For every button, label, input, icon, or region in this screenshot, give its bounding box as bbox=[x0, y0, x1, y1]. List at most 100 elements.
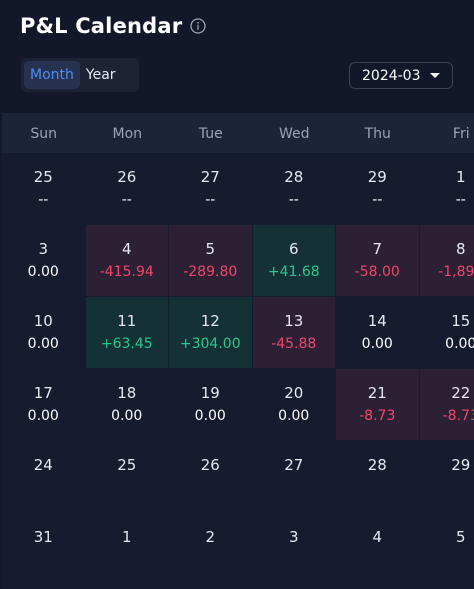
weekday-label: Thu bbox=[364, 126, 391, 142]
page-title: P&L Calendar bbox=[20, 14, 183, 38]
year-toggle-button[interactable]: Year bbox=[85, 67, 116, 83]
weekday-header-row: Sun Mon Tue Wed Thu Fri bbox=[2, 113, 474, 153]
day-number: 6 bbox=[288, 240, 299, 258]
calendar-day-cell[interactable]: 1 -- bbox=[420, 153, 474, 224]
calendar-day-cell[interactable]: 2 bbox=[169, 513, 252, 584]
day-number: 24 bbox=[33, 456, 53, 474]
info-circle-icon[interactable] bbox=[190, 18, 206, 34]
day-number: 7 bbox=[372, 240, 383, 258]
calendar-week: 17 0.00 18 0.00 19 0.00 20 0.00 21 -8. bbox=[2, 369, 474, 441]
calendar-day-cell[interactable]: 17 0.00 bbox=[2, 369, 85, 440]
calendar-day-cell[interactable]: 22 -8.73 bbox=[419, 369, 474, 440]
calendar-day-cell[interactable]: 8 -1,894 bbox=[419, 225, 474, 296]
day-pnl-value: +304.00 bbox=[179, 336, 241, 352]
calendar-week: 31 1 2 3 4 bbox=[2, 513, 474, 585]
calendar-day-cell[interactable]: 27 bbox=[253, 441, 336, 512]
day-number: 28 bbox=[367, 456, 387, 474]
calendar-day-cell[interactable]: 31 bbox=[2, 513, 85, 584]
calendar-day-cell[interactable]: 28 -- bbox=[253, 153, 336, 224]
day-number: 22 bbox=[451, 384, 471, 402]
day-number: 20 bbox=[284, 384, 304, 402]
weekday-label: Mon bbox=[112, 126, 143, 142]
day-pnl-value: +41.68 bbox=[267, 264, 320, 280]
day-number: 29 bbox=[451, 456, 471, 474]
day-pnl-value: +63.45 bbox=[100, 336, 153, 352]
month-select[interactable]: 2024-03 bbox=[349, 62, 453, 89]
day-pnl-value: -45.88 bbox=[271, 336, 317, 352]
day-pnl-value: 0.00 bbox=[111, 408, 143, 424]
day-pnl-value: 0.00 bbox=[27, 264, 59, 280]
calendar-day-cell[interactable]: 15 0.00 bbox=[420, 297, 474, 368]
day-number: 25 bbox=[33, 168, 53, 186]
calendar-day-cell[interactable]: 5 -289.80 bbox=[169, 225, 252, 296]
calendar-day-cell[interactable]: 27 -- bbox=[169, 153, 252, 224]
calendar-day-cell[interactable]: 7 -58.00 bbox=[336, 225, 419, 296]
calendar-day-cell[interactable]: 13 -45.88 bbox=[252, 297, 335, 368]
day-number: 8 bbox=[455, 240, 466, 258]
calendar-day-cell[interactable]: 1 bbox=[86, 513, 169, 584]
day-number: 19 bbox=[200, 384, 220, 402]
calendar-day-cell[interactable]: 21 -8.73 bbox=[336, 369, 419, 440]
calendar-day-cell[interactable]: 26 -- bbox=[86, 153, 169, 224]
day-pnl-value: -- bbox=[121, 192, 132, 208]
day-pnl-value: -289.80 bbox=[183, 264, 238, 280]
calendar-day-cell[interactable]: 6 +41.68 bbox=[252, 225, 335, 296]
calendar-day-cell[interactable]: 11 +63.45 bbox=[85, 297, 168, 368]
day-number: 15 bbox=[451, 312, 471, 330]
day-number: 3 bbox=[288, 528, 299, 546]
day-number: 25 bbox=[117, 456, 137, 474]
calendar-day-cell[interactable]: 3 bbox=[253, 513, 336, 584]
day-number: 12 bbox=[200, 312, 220, 330]
calendar-day-cell[interactable]: 12 +304.00 bbox=[169, 297, 252, 368]
calendar-day-cell[interactable]: 20 0.00 bbox=[253, 369, 336, 440]
calendar-day-cell[interactable]: 28 bbox=[336, 441, 419, 512]
calendar-day-cell[interactable]: 29 -- bbox=[336, 153, 419, 224]
header: P&L Calendar bbox=[20, 14, 206, 38]
calendar-grid: Sun Mon Tue Wed Thu Fri 25 -- 26 -- 27 -… bbox=[2, 113, 474, 589]
day-number: 3 bbox=[38, 240, 49, 258]
day-number: 28 bbox=[284, 168, 304, 186]
calendar-day-cell[interactable]: 4 -415.94 bbox=[85, 225, 168, 296]
calendar-week: 24 25 26 27 28 bbox=[2, 441, 474, 513]
day-number: 1 bbox=[455, 168, 466, 186]
calendar-day-cell[interactable]: 10 0.00 bbox=[2, 297, 85, 368]
day-pnl-value: -- bbox=[288, 192, 299, 208]
day-pnl-value: -- bbox=[205, 192, 216, 208]
day-pnl-value: -1,894 bbox=[438, 264, 474, 280]
day-number: 27 bbox=[284, 456, 304, 474]
caret-down-icon bbox=[430, 73, 440, 78]
day-number: 14 bbox=[367, 312, 387, 330]
day-number: 26 bbox=[200, 456, 220, 474]
calendar-day-cell[interactable]: 18 0.00 bbox=[86, 369, 169, 440]
day-pnl-value: -58.00 bbox=[354, 264, 400, 280]
day-number: 29 bbox=[367, 168, 387, 186]
day-number: 4 bbox=[372, 528, 383, 546]
calendar-weeks: 25 -- 26 -- 27 -- 28 -- 29 -- bbox=[2, 153, 474, 585]
calendar-day-cell[interactable]: 26 bbox=[169, 441, 252, 512]
day-number: 5 bbox=[205, 240, 216, 258]
day-pnl-value: -8.73 bbox=[442, 408, 474, 424]
day-pnl-value: -415.94 bbox=[99, 264, 154, 280]
calendar-day-cell[interactable]: 4 bbox=[336, 513, 419, 584]
day-number: 10 bbox=[33, 312, 53, 330]
calendar-week: 3 0.00 4 -415.94 5 -289.80 6 +41.68 7 bbox=[2, 225, 474, 297]
calendar-day-cell[interactable]: 19 0.00 bbox=[169, 369, 252, 440]
day-pnl-value: 0.00 bbox=[27, 336, 59, 352]
day-pnl-value: 0.00 bbox=[278, 408, 310, 424]
month-toggle-button[interactable]: Month bbox=[24, 61, 80, 89]
calendar-day-cell[interactable]: 5 bbox=[420, 513, 474, 584]
day-pnl-value: -8.73 bbox=[359, 408, 396, 424]
calendar-day-cell[interactable]: 3 0.00 bbox=[2, 225, 85, 296]
weekday-label: Fri bbox=[452, 126, 470, 142]
calendar-week: 10 0.00 11 +63.45 12 +304.00 13 -45.88 1… bbox=[2, 297, 474, 369]
day-number: 31 bbox=[33, 528, 53, 546]
day-pnl-value: 0.00 bbox=[361, 336, 393, 352]
day-pnl-value: -- bbox=[38, 192, 49, 208]
calendar-day-cell[interactable]: 24 bbox=[2, 441, 85, 512]
day-number: 21 bbox=[367, 384, 387, 402]
calendar-day-cell[interactable]: 25 -- bbox=[2, 153, 85, 224]
calendar-day-cell[interactable]: 29 bbox=[420, 441, 474, 512]
calendar-day-cell[interactable]: 25 bbox=[86, 441, 169, 512]
day-number: 13 bbox=[284, 312, 304, 330]
calendar-day-cell[interactable]: 14 0.00 bbox=[336, 297, 419, 368]
